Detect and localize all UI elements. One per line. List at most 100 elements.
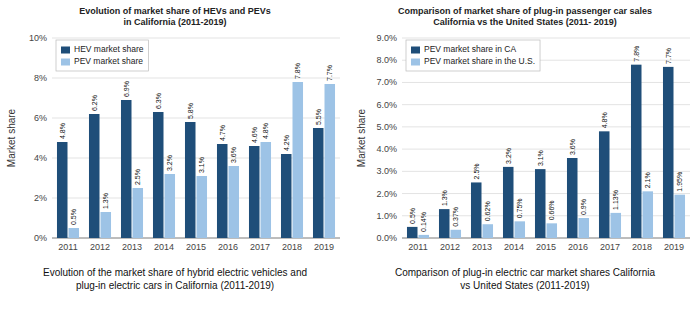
data-label: 1.3% xyxy=(102,193,109,209)
bar xyxy=(133,188,144,238)
y-tick-label: 8% xyxy=(34,73,47,83)
grid-line xyxy=(402,38,690,39)
y-tick-label: 7.0% xyxy=(376,77,397,87)
data-label: 7.7% xyxy=(665,48,672,64)
bar xyxy=(121,100,132,238)
bar xyxy=(503,167,514,238)
x-tick-label: 2011 xyxy=(58,242,77,252)
bar xyxy=(407,227,418,238)
bar xyxy=(451,230,462,238)
data-label: 4.6% xyxy=(251,127,258,143)
x-tick-label: 2015 xyxy=(186,242,206,252)
y-tick-label: 0.0% xyxy=(376,233,397,243)
data-label: 3.1% xyxy=(537,150,544,166)
y-axis-label: Market share xyxy=(6,108,17,167)
data-label: 0.66% xyxy=(548,200,555,220)
text-line: vs United States (2011-2019) xyxy=(460,280,589,291)
y-tick-label: 1.0% xyxy=(376,211,397,221)
bar xyxy=(611,213,622,238)
data-label: 1.3% xyxy=(441,190,448,206)
data-label: 0.37% xyxy=(452,207,459,227)
bar xyxy=(249,146,260,238)
y-tick-label: 3.0% xyxy=(376,166,397,176)
x-tick-label: 2016 xyxy=(568,242,588,252)
y-tick-label: 2.0% xyxy=(376,189,397,199)
bar xyxy=(471,182,482,238)
data-label: 2.1% xyxy=(644,172,651,188)
bar xyxy=(281,154,292,238)
data-labels: 0.5%1.3%2.5%3.2%3.1%3.6%4.8%7.8%7.7%0.14… xyxy=(409,46,684,232)
data-label: 0.9% xyxy=(580,199,587,215)
bar xyxy=(185,122,196,238)
legend-frame xyxy=(406,40,540,71)
data-label: 7.8% xyxy=(633,46,640,62)
caption: Comparison of plug-in electric car marke… xyxy=(395,267,656,291)
data-label: 7.7% xyxy=(326,65,333,81)
bar xyxy=(419,235,430,238)
data-label: 3.6% xyxy=(230,147,237,163)
text-line: in California (2011-2019) xyxy=(123,17,226,27)
data-label: 0.62% xyxy=(484,201,491,221)
data-label: 0.5% xyxy=(70,209,77,225)
bar xyxy=(313,128,324,238)
x-tick-label: 2017 xyxy=(600,242,620,252)
grid-line xyxy=(402,171,690,172)
bar xyxy=(261,142,272,238)
bar xyxy=(217,144,228,238)
bar xyxy=(89,114,100,238)
data-label: 1.95% xyxy=(676,172,683,192)
x-tick-label: 2018 xyxy=(282,242,302,252)
data-labels: 4.8%6.2%6.9%6.3%5.8%4.7%4.6%4.2%5.5%0.5%… xyxy=(59,63,334,225)
bar xyxy=(69,228,80,238)
legend: PEV market share in CA PEV market share i… xyxy=(406,40,540,71)
legend: HEV market sharePEV market share xyxy=(56,40,148,71)
x-tick-label: 2019 xyxy=(314,242,334,252)
grid-line xyxy=(402,126,690,127)
data-label: 3.2% xyxy=(505,148,512,164)
text-line: Comparison of market share of plug-in pa… xyxy=(398,6,652,16)
legend-swatch xyxy=(411,47,420,54)
data-label: 6.3% xyxy=(155,93,162,109)
y-tick-label: 6% xyxy=(34,113,47,123)
y-tick-label: 6.0% xyxy=(376,100,397,110)
grid-line xyxy=(402,149,690,150)
chart-canvas: Evolution of market share of HEVs and PE… xyxy=(0,0,700,325)
grid-line xyxy=(402,104,690,105)
legend-label: PEV market share in the U.S. xyxy=(424,56,535,66)
y-tick-label: 8.0% xyxy=(376,55,397,65)
bars xyxy=(407,65,685,238)
bars xyxy=(57,82,335,238)
data-label: 3.2% xyxy=(166,155,173,171)
data-label: 6.2% xyxy=(91,95,98,111)
data-label: 4.7% xyxy=(219,125,226,141)
text-line: California vs the United States (2011- 2… xyxy=(433,17,617,27)
text-line: Evolution of market share of HEVs and PE… xyxy=(79,6,271,16)
legend-label: PEV market share xyxy=(74,56,143,66)
bar xyxy=(153,112,164,238)
legend-label: PEV market share in CA xyxy=(424,44,516,54)
grid-line xyxy=(52,38,340,39)
x-tick-label: 2012 xyxy=(440,242,460,252)
bar xyxy=(599,131,610,238)
y-tick-label: 0% xyxy=(34,233,47,243)
bar xyxy=(567,158,578,238)
text-line: Evolution of the market share of hybrid … xyxy=(43,267,307,278)
data-label: 3.1% xyxy=(198,157,205,173)
legend-swatch xyxy=(411,59,420,66)
grid-line xyxy=(402,82,690,83)
y-tick-label: 10% xyxy=(29,33,47,43)
data-label: 4.2% xyxy=(283,135,290,151)
x-tick-label: 2018 xyxy=(632,242,652,252)
bar xyxy=(631,65,642,238)
data-label: 5.5% xyxy=(315,109,322,125)
chart-panel: Comparison of market share of plug-in pa… xyxy=(356,6,691,291)
caption: Evolution of the market share of hybrid … xyxy=(43,267,307,291)
chart-panel: Evolution of market share of HEVs and PE… xyxy=(6,6,341,291)
bar xyxy=(483,224,494,238)
bar xyxy=(579,218,590,238)
data-label: 3.6% xyxy=(569,139,576,155)
x-tick-label: 2014 xyxy=(504,242,524,252)
y-axis-label: Market share xyxy=(356,108,367,167)
legend-swatch xyxy=(61,47,70,54)
y-tick-label: 2% xyxy=(34,193,47,203)
